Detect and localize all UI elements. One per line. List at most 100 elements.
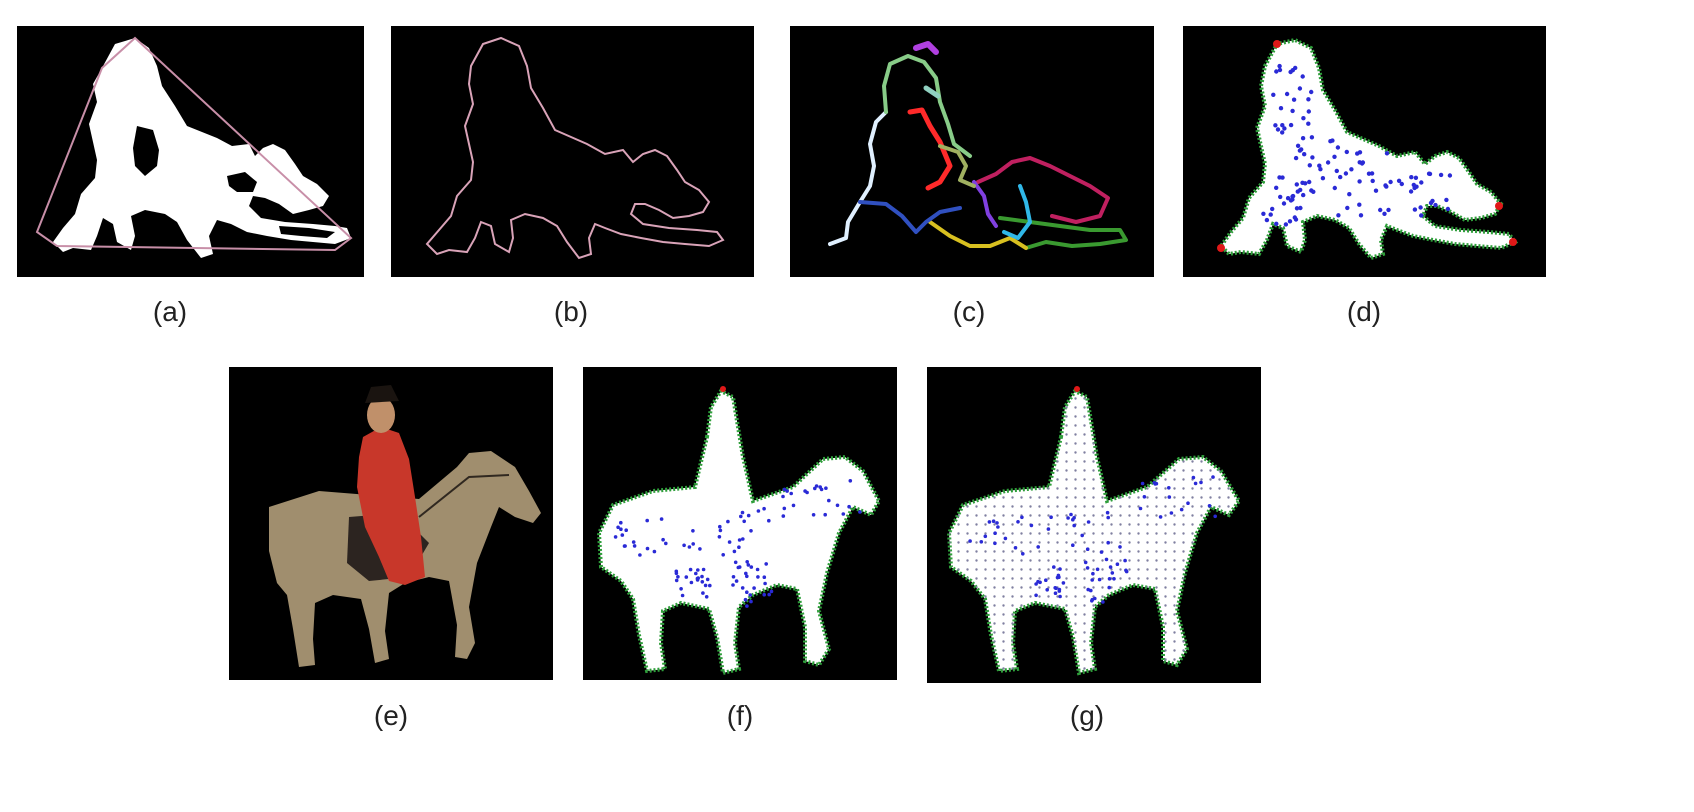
sample-point xyxy=(701,591,705,595)
sample-point xyxy=(1052,565,1056,569)
sample-point xyxy=(1370,178,1375,184)
sample-point xyxy=(1358,213,1364,218)
sample-point xyxy=(1309,188,1314,193)
sample-point xyxy=(705,577,710,582)
sample-point xyxy=(996,525,1000,529)
interior-points xyxy=(613,479,862,608)
segment-cyan xyxy=(1002,184,1032,240)
sample-point xyxy=(1080,533,1084,538)
sample-point xyxy=(1085,547,1090,551)
sample-point xyxy=(763,581,767,586)
sample-point xyxy=(1336,213,1341,218)
sample-point xyxy=(1300,74,1305,79)
sample-point xyxy=(1445,206,1451,212)
sample-point xyxy=(1054,586,1058,590)
caption-d: (d) xyxy=(1346,296,1382,327)
sample-point xyxy=(1058,594,1062,599)
sample-point xyxy=(1095,567,1100,572)
sample-point xyxy=(619,520,623,525)
panel-f-horse-points xyxy=(583,367,897,680)
sample-point xyxy=(1034,593,1038,598)
panel-g-graphic xyxy=(946,386,1242,676)
sample-point xyxy=(1057,589,1062,593)
sample-point xyxy=(645,546,650,551)
sample-point xyxy=(745,604,749,608)
sample-point xyxy=(1290,193,1296,199)
sample-point xyxy=(1158,515,1163,519)
sample-point xyxy=(1142,495,1147,499)
panel-c-graphic xyxy=(828,41,1128,250)
sample-point xyxy=(1069,512,1073,517)
sample-point xyxy=(1388,179,1393,185)
sample-point xyxy=(1294,182,1299,187)
sample-point xyxy=(676,575,680,579)
sample-point xyxy=(698,547,702,551)
sample-point xyxy=(708,583,712,588)
sample-point xyxy=(1295,143,1301,148)
panel-b-contour xyxy=(391,26,754,277)
sample-point xyxy=(1307,163,1312,168)
sample-point xyxy=(1066,516,1070,520)
sample-point xyxy=(993,541,997,546)
sample-point xyxy=(652,549,657,554)
segment-lightgreen xyxy=(882,54,972,158)
sample-point xyxy=(1419,180,1424,185)
sample-point xyxy=(1105,510,1110,515)
segment-white xyxy=(828,110,888,246)
sample-point xyxy=(1300,180,1305,185)
sample-point xyxy=(785,489,789,493)
sample-point xyxy=(689,580,694,585)
sample-point xyxy=(731,583,735,587)
sample-point xyxy=(1264,217,1270,223)
sample-point xyxy=(1378,207,1383,213)
sample-point xyxy=(1433,202,1438,208)
sample-point xyxy=(1277,67,1283,73)
sample-point xyxy=(841,512,846,516)
sample-point xyxy=(752,586,756,590)
sample-point xyxy=(1029,523,1034,528)
sample-point xyxy=(762,575,767,579)
sample-point xyxy=(756,509,761,513)
sample-point xyxy=(749,565,754,569)
caption-b: (b) xyxy=(553,296,589,327)
panel-c-skeleton-segments xyxy=(790,26,1154,277)
sample-point xyxy=(1044,578,1048,582)
sample-point xyxy=(782,487,787,492)
sample-point xyxy=(1106,515,1110,520)
sample-point xyxy=(1169,511,1174,515)
sample-point xyxy=(1309,135,1315,140)
sample-point xyxy=(1106,540,1110,545)
sample-point xyxy=(1332,185,1337,191)
sample-point xyxy=(1211,475,1215,479)
sample-point xyxy=(1359,161,1365,166)
sample-point xyxy=(1099,550,1104,554)
sample-point xyxy=(734,579,739,583)
sample-point xyxy=(1373,188,1379,193)
sample-point xyxy=(1298,187,1303,193)
sample-point xyxy=(1444,197,1449,203)
sample-point xyxy=(1123,558,1127,563)
sample-point xyxy=(1409,175,1414,180)
sample-point xyxy=(1275,127,1281,132)
sample-point xyxy=(739,514,743,519)
sample-point xyxy=(1277,63,1282,69)
sample-point xyxy=(1115,562,1120,566)
sample-point xyxy=(1036,545,1040,549)
segment-magenta xyxy=(976,156,1110,224)
sample-point xyxy=(1302,152,1307,157)
sample-point xyxy=(1418,205,1423,210)
caption-e: (e) xyxy=(373,700,409,731)
panel-d-sampled-points xyxy=(1183,26,1546,277)
sample-point xyxy=(764,562,768,566)
sample-point xyxy=(613,535,618,539)
interior-points xyxy=(968,475,1217,604)
sample-point xyxy=(781,514,786,518)
sample-point xyxy=(661,537,665,542)
sample-point xyxy=(1108,565,1113,569)
sample-point xyxy=(703,583,708,588)
rider-head xyxy=(367,397,395,433)
sample-point xyxy=(674,578,679,583)
sample-point xyxy=(1186,501,1190,505)
sample-point xyxy=(1430,198,1435,204)
sample-point xyxy=(691,529,695,533)
